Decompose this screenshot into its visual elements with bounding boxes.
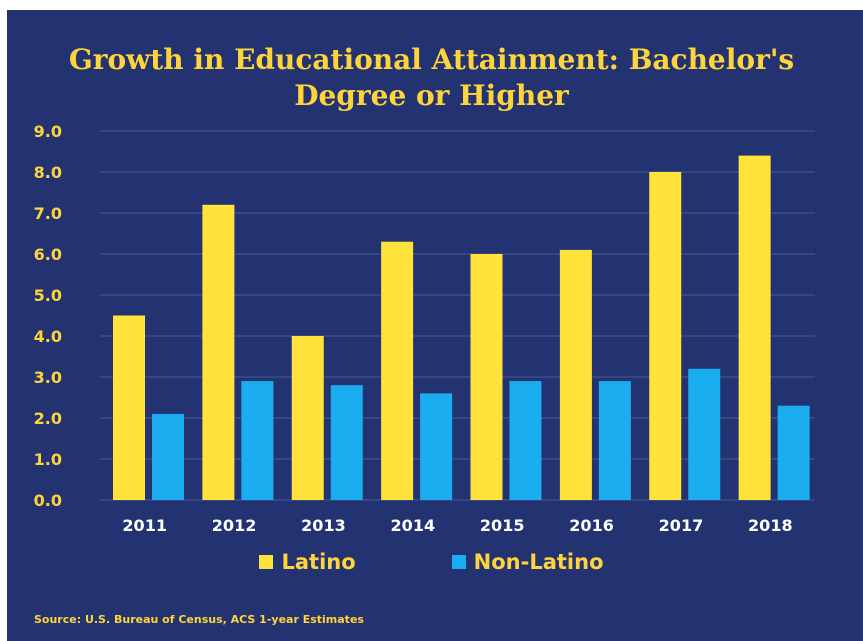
bar-non-latino-2017 bbox=[688, 368, 721, 500]
legend-swatch-non-latino bbox=[451, 555, 466, 569]
x-tick-label-2016: 2016 bbox=[569, 516, 614, 535]
bar-latino-2015 bbox=[470, 254, 503, 500]
bar-latino-2018 bbox=[738, 155, 771, 500]
y-tick-label: 0.0 bbox=[34, 491, 62, 510]
y-tick-label: 1.0 bbox=[34, 450, 62, 469]
x-tick-label-2012: 2012 bbox=[212, 516, 257, 535]
bar-non-latino-2015 bbox=[509, 381, 542, 500]
bar-latino-2014 bbox=[381, 241, 414, 500]
bar-non-latino-2016 bbox=[598, 381, 631, 500]
bar-non-latino-2011 bbox=[152, 413, 184, 500]
bar-latino-2013 bbox=[291, 336, 324, 500]
chart-title: Growth in Educational Attainment: Bachel… bbox=[0, 42, 863, 114]
y-tick-label: 9.0 bbox=[34, 122, 62, 141]
y-tick-label: 8.0 bbox=[34, 163, 62, 182]
y-tick-label: 7.0 bbox=[34, 204, 62, 223]
x-tick-label-2015: 2015 bbox=[480, 516, 525, 535]
bar-latino-2016 bbox=[559, 249, 592, 500]
legend: Latino Non-Latino bbox=[0, 550, 863, 574]
chart-title-line-2: Degree or Higher bbox=[294, 79, 569, 112]
bar-non-latino-2014 bbox=[420, 393, 453, 500]
bar-latino-2017 bbox=[649, 172, 682, 500]
bar-latino-2011 bbox=[113, 315, 145, 500]
legend-label-latino: Latino bbox=[281, 550, 356, 574]
chart-title-line-1: Growth in Educational Attainment: Bachel… bbox=[68, 43, 795, 76]
chart-background bbox=[7, 10, 863, 641]
y-tick-label: 4.0 bbox=[34, 327, 62, 346]
bar-non-latino-2012 bbox=[241, 381, 274, 500]
legend-swatch-latino bbox=[259, 555, 274, 569]
x-tick-label-2014: 2014 bbox=[391, 516, 436, 535]
legend-item-latino: Latino bbox=[259, 550, 356, 574]
x-tick-label-2018: 2018 bbox=[748, 516, 793, 535]
x-tick-label-2017: 2017 bbox=[659, 516, 704, 535]
y-tick-label: 2.0 bbox=[34, 409, 62, 428]
x-tick-label-2013: 2013 bbox=[301, 516, 346, 535]
legend-item-non-latino: Non-Latino bbox=[451, 550, 604, 574]
x-tick-label-2011: 2011 bbox=[122, 516, 167, 535]
bar-latino-2012 bbox=[202, 204, 235, 501]
bar-non-latino-2013 bbox=[330, 385, 363, 500]
y-tick-label: 5.0 bbox=[34, 286, 62, 305]
legend-label-non-latino: Non-Latino bbox=[473, 550, 604, 574]
y-tick-label: 3.0 bbox=[34, 368, 62, 387]
source-note: Source: U.S. Bureau of Census, ACS 1-yea… bbox=[34, 613, 364, 626]
bar-non-latino-2018 bbox=[777, 405, 810, 500]
y-tick-label: 6.0 bbox=[34, 245, 62, 264]
